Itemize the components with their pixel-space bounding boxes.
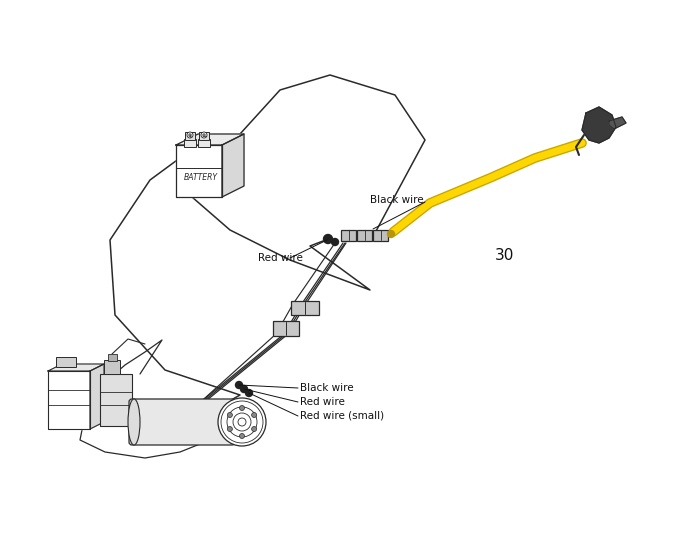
Text: Black wire: Black wire <box>370 195 423 205</box>
Polygon shape <box>176 134 244 145</box>
Circle shape <box>187 132 193 138</box>
Text: Red wire: Red wire <box>300 397 345 407</box>
Bar <box>104 360 120 374</box>
Polygon shape <box>222 134 244 197</box>
Text: Red wire (small): Red wire (small) <box>300 411 384 421</box>
Circle shape <box>331 238 339 245</box>
Bar <box>56 357 76 367</box>
Circle shape <box>240 386 247 393</box>
Circle shape <box>251 412 257 417</box>
Text: 30: 30 <box>495 248 515 263</box>
Circle shape <box>387 230 395 237</box>
Circle shape <box>203 134 205 136</box>
FancyBboxPatch shape <box>374 229 389 241</box>
Bar <box>199 132 209 140</box>
Bar <box>185 132 195 140</box>
Bar <box>184 139 196 147</box>
Bar <box>100 374 132 426</box>
Circle shape <box>218 398 266 446</box>
Circle shape <box>189 134 191 136</box>
Polygon shape <box>582 107 616 143</box>
Text: BATTERY: BATTERY <box>184 173 218 183</box>
Text: −: − <box>201 134 207 140</box>
FancyBboxPatch shape <box>129 399 235 445</box>
Circle shape <box>201 132 207 138</box>
Circle shape <box>251 426 257 432</box>
Circle shape <box>236 381 242 388</box>
Polygon shape <box>90 364 104 429</box>
Polygon shape <box>48 364 104 371</box>
Text: Black wire: Black wire <box>300 383 354 393</box>
Text: +: + <box>187 134 193 140</box>
Polygon shape <box>48 371 90 429</box>
Polygon shape <box>176 145 222 197</box>
FancyBboxPatch shape <box>357 229 372 241</box>
Bar <box>108 354 117 361</box>
Circle shape <box>324 235 333 243</box>
Ellipse shape <box>128 399 140 445</box>
FancyBboxPatch shape <box>342 229 357 241</box>
Circle shape <box>240 405 245 410</box>
Circle shape <box>227 412 232 417</box>
Text: Red wire: Red wire <box>258 253 303 263</box>
Polygon shape <box>609 117 626 129</box>
FancyBboxPatch shape <box>291 301 319 315</box>
FancyBboxPatch shape <box>273 321 299 336</box>
Circle shape <box>227 426 232 432</box>
Circle shape <box>245 389 253 396</box>
Bar <box>198 139 210 147</box>
Circle shape <box>240 433 245 439</box>
